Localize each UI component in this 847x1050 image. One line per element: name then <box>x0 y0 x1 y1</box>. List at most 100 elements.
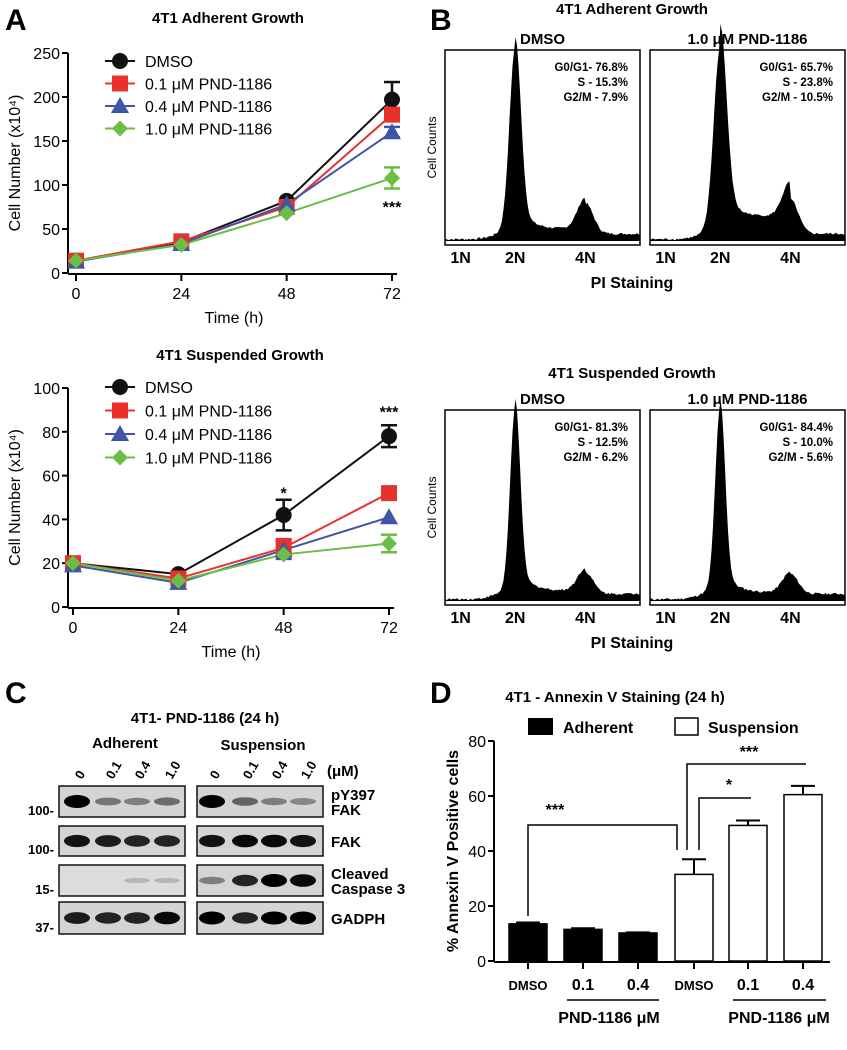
data-point <box>384 169 400 186</box>
significance-marker: * <box>726 777 733 794</box>
x-tick-label: 48 <box>275 620 293 637</box>
protein-label: FAK <box>331 834 361 851</box>
panel-label-d: D <box>430 677 452 710</box>
protein-band <box>95 797 121 806</box>
flow-histogram: DMSO G0/G1- 81.3% S - 12.5% G2/M - 6.2% 1N 2N… <box>444 391 641 627</box>
panel-label-a: A <box>5 4 27 37</box>
protein-label: pY397 <box>331 787 375 804</box>
data-point <box>384 91 400 108</box>
data-point <box>384 106 400 123</box>
protein-label: GADPH <box>331 911 385 928</box>
y-axis-label: % Annexin V Positive cells <box>445 750 462 952</box>
legend-item: 1.0 μM PND-1186 <box>105 449 272 468</box>
x-tick-label: 4N <box>575 610 595 627</box>
legend-swatch-suspension <box>674 717 699 736</box>
y-tick-label: 0 <box>51 266 60 283</box>
legend-marker <box>111 97 129 113</box>
x-tick-label: 2N <box>710 610 730 627</box>
series-line <box>72 435 390 576</box>
legend-label: DMSO <box>145 54 193 71</box>
flow-group-title: 4T1 Suspended Growth <box>548 365 716 382</box>
y-tick-label: 100 <box>33 178 60 195</box>
lane-label: 1.0 <box>162 758 184 781</box>
legend-label: 0.4 μM PND-1186 <box>145 427 272 444</box>
cell-cycle-stat: S - 15.3% <box>578 77 629 89</box>
significance-marker: *** <box>740 744 759 761</box>
legend-label: 1.0 μM PND-1186 <box>145 451 272 468</box>
blot-row: 37- GADPH <box>35 901 385 935</box>
cell-cycle-stat: G0/G1- 81.3% <box>554 422 628 434</box>
legend-marker <box>112 379 128 395</box>
legend-item: 0.1 μM PND-1186 <box>105 75 272 94</box>
data-point <box>170 572 187 589</box>
x-axis-label: Time (h) <box>202 644 261 661</box>
legend-swatch-adherent <box>528 718 553 735</box>
lane-label: 0.1 <box>240 758 262 781</box>
lane-label: 0.4 <box>132 758 154 782</box>
y-axis-label: Cell Number (x10⁴) <box>7 429 24 566</box>
x-tick-label: 0.1 <box>737 977 759 994</box>
protein-band <box>64 834 90 848</box>
x-tick-label: 2N <box>505 610 525 627</box>
protein-band <box>232 797 258 806</box>
series-0 <box>72 423 397 576</box>
data-point <box>383 123 401 140</box>
protein-band <box>64 912 90 924</box>
cell-cycle-stat: G0/G1- 65.7% <box>759 62 833 74</box>
protein-label: Caspase 3 <box>331 881 405 898</box>
x-tick-label: 72 <box>383 286 401 303</box>
lane-label: 1.0 <box>298 758 320 781</box>
series-line <box>75 177 393 262</box>
protein-band <box>261 797 287 806</box>
cell-cycle-stat: G0/G1- 84.4% <box>759 422 833 434</box>
protein-band <box>261 834 287 848</box>
x-tick-label: 24 <box>169 620 187 637</box>
flow-group-0: 4T1 Adherent Growth DMSO G0/G1- 76.8% S - 1… <box>425 1 846 292</box>
x-tick-label: 24 <box>172 286 190 303</box>
significance-marker: * <box>281 486 288 503</box>
legend-marker <box>112 402 128 419</box>
x-tick-label: 0.1 <box>572 977 594 994</box>
protein-band <box>95 835 121 847</box>
protein-band <box>261 874 287 887</box>
blot-row: 100- FAK <box>28 825 361 857</box>
bar <box>618 932 658 962</box>
panel-label-c: C <box>5 677 27 710</box>
molecular-weight-marker: 37- <box>35 920 54 935</box>
protein-band <box>95 912 121 924</box>
legend-item: 0.4 μM PND-1186 <box>105 97 272 116</box>
y-tick-label: 150 <box>33 134 60 151</box>
line-chart-A_adherent: 4T1 Adherent Growth 0 50 100 150 200 250 0 24 48 7… <box>7 10 402 327</box>
cell-cycle-stat: S - 10.0% <box>783 437 834 449</box>
x-tick-label: 4N <box>575 250 595 267</box>
y-axis-label: Cell Counts <box>425 476 439 538</box>
significance-marker: *** <box>380 405 399 422</box>
bracket-line <box>686 763 806 850</box>
cell-cycle-stat: G2/M - 5.6% <box>768 452 833 464</box>
series-3 <box>75 166 400 262</box>
data-point <box>380 508 398 525</box>
flow-group-1: 4T1 Suspended Growth DMSO G0/G1- 81.3% S - … <box>425 365 846 652</box>
x-tick-label: 0.4 <box>627 977 649 994</box>
histogram-frame <box>444 49 641 246</box>
group-label: PND-1186 μM <box>728 1010 829 1027</box>
legend-marker <box>111 425 129 441</box>
condition-label-adherent: Adherent <box>92 735 158 752</box>
protein-band <box>124 797 150 806</box>
data-point <box>381 535 397 552</box>
data-point <box>275 507 292 524</box>
cell-cycle-stat: G0/G1- 76.8% <box>554 62 628 74</box>
lane-label: 0.4 <box>269 758 291 782</box>
data-point <box>278 205 295 222</box>
protein-band <box>154 797 180 806</box>
protein-band <box>261 911 287 925</box>
legend-item: 0.4 μM PND-1186 <box>105 425 272 444</box>
data-point <box>68 252 84 269</box>
legend-label: 0.1 μM PND-1186 <box>145 404 272 421</box>
x-tick-label: DMSO <box>675 978 714 993</box>
histogram-label: DMSO <box>520 391 565 408</box>
flow-histogram: DMSO G0/G1- 76.8% S - 15.3% G2/M - 7.9% 1N 2N… <box>444 31 641 267</box>
x-tick-label: 0 <box>72 286 81 303</box>
